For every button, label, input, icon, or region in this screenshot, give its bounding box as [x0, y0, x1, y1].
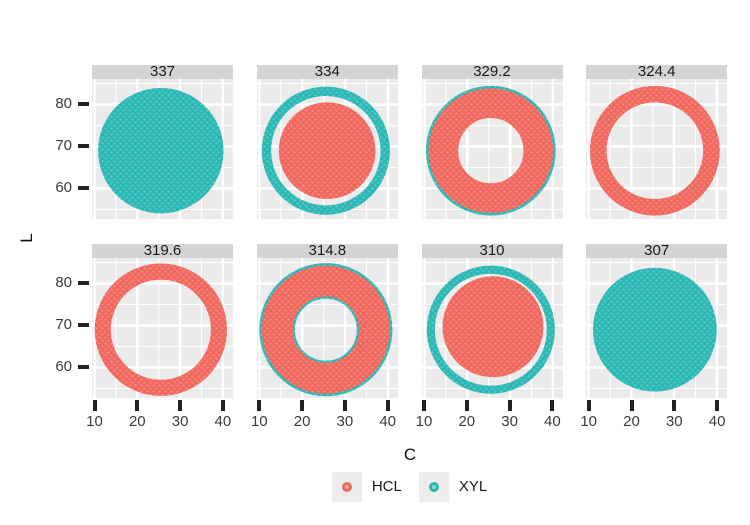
facet-strip-310: 310: [421, 244, 563, 258]
facet-panel-310: [421, 257, 563, 398]
x-tick-label: 20: [458, 413, 476, 430]
x-tick-label: 40: [379, 413, 397, 430]
x-tick-mark: [220, 400, 225, 411]
legend-entry-xyl: XYL: [418, 471, 488, 502]
x-tick-label: 10: [86, 413, 103, 430]
x-tick-label: 40: [214, 413, 232, 430]
x-tick-mark: [507, 400, 512, 411]
x-tick-label: 30: [501, 413, 518, 430]
y-tick-label: 70: [55, 316, 72, 333]
legend-key-xyl: [418, 471, 449, 502]
facet-strip-334: 334: [256, 65, 398, 79]
x-tick-label: 20: [293, 413, 311, 430]
y-tick-label: 60: [55, 358, 72, 375]
facet-strip-324.4: 324.4: [586, 65, 728, 79]
facet-strip-307: 307: [586, 244, 728, 258]
hcl-point-icon: [341, 481, 352, 492]
y-tick-label: 80: [55, 95, 72, 112]
facet-strip-337: 337: [92, 65, 233, 79]
x-tick-mark: [385, 400, 390, 411]
y-tick-label: 70: [55, 137, 72, 154]
xyl-point-icon: [428, 481, 439, 492]
y-tick-label: 60: [55, 179, 72, 196]
y-tick-label: 80: [55, 274, 72, 291]
x-tick-label: 10: [250, 413, 268, 430]
facet-panel-337: [92, 78, 233, 219]
facet-strip-319.6: 319.6: [92, 244, 233, 258]
facet-panel-334: [256, 78, 398, 219]
legend-label-xyl: XYL: [458, 478, 488, 495]
y-tick-mark: [78, 102, 89, 106]
legend-entry-hcl: HCL: [331, 471, 402, 502]
x-tick-mark: [422, 400, 426, 411]
y-tick-mark: [78, 281, 89, 285]
x-tick-label: 10: [415, 413, 433, 430]
x-tick-mark: [464, 400, 469, 411]
x-tick-mark: [550, 400, 555, 411]
x-tick-mark: [629, 400, 634, 411]
legend: HCL XYL: [92, 471, 727, 502]
x-tick-label: 40: [708, 413, 726, 430]
facet-panel-329.2: [421, 78, 563, 219]
facet-strip-314.8: 314.8: [256, 244, 398, 258]
facet-strip-329.2: 329.2: [421, 65, 563, 79]
x-tick-mark: [715, 400, 720, 411]
x-tick-label: 20: [128, 413, 146, 430]
facet-panel-324.4: [586, 78, 728, 219]
x-tick-mark: [92, 400, 97, 411]
x-axis-title: C: [403, 445, 417, 464]
y-tick-mark: [78, 186, 89, 190]
x-tick-mark: [257, 400, 262, 411]
x-tick-mark: [342, 400, 347, 411]
x-tick-mark: [672, 400, 677, 411]
y-tick-mark: [78, 365, 89, 369]
facet-panel-307: [586, 257, 728, 398]
facet-panel-319.6: [92, 257, 233, 398]
y-tick-mark: [78, 144, 89, 148]
y-axis-title: L: [17, 233, 36, 243]
x-tick-mark: [300, 400, 305, 411]
facet-panel-314.8: [256, 257, 398, 398]
x-tick-label: 10: [580, 413, 598, 430]
x-tick-label: 30: [336, 413, 354, 430]
legend-key-hcl: [331, 471, 362, 502]
legend-label-hcl: HCL: [371, 478, 402, 495]
x-tick-mark: [178, 400, 183, 411]
x-tick-label: 30: [171, 413, 189, 430]
x-tick-label: 30: [665, 413, 683, 430]
x-tick-mark: [586, 400, 591, 411]
x-tick-label: 20: [623, 413, 640, 430]
y-tick-mark: [78, 323, 89, 327]
x-tick-label: 40: [544, 413, 561, 430]
x-tick-mark: [135, 400, 140, 411]
